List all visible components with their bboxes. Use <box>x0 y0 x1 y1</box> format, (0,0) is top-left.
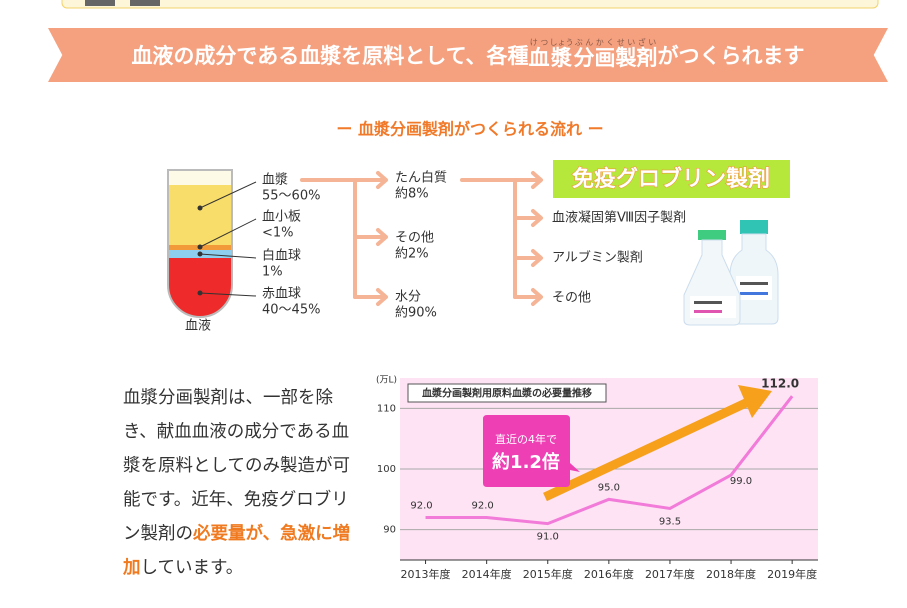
banner: 血液の成分である血漿を原料として、各種 血けつ漿しょう分ぶん画かく製せい剤ざい がつ… <box>48 28 888 82</box>
component-amount: 1% <box>262 265 283 280</box>
emphasis: 必要量が、急激に増加 <box>123 524 351 578</box>
ruby: 分ぶん <box>573 38 595 70</box>
text: 血漿分画製剤は、一部を除き、献血血液の成分である血漿を原料としてのみ製造が可能で… <box>123 388 350 544</box>
chart: 90 100 110 (万L) 血漿分画製剤用原料血漿の必要量推移直近の4年で約1.2倍… <box>376 376 818 581</box>
arrow-head <box>376 288 388 306</box>
tube-outline <box>167 169 233 318</box>
y-tick-label: 100 <box>377 464 396 475</box>
arrow-head <box>531 171 543 189</box>
arrow-head <box>376 171 388 189</box>
arrow-head <box>376 228 388 246</box>
top-icon <box>85 0 115 6</box>
product: 血液凝固第Ⅷ因子製剤 <box>552 210 686 226</box>
product: アルブミン製剤 <box>552 250 643 266</box>
component-amount: <1% <box>262 226 294 241</box>
blood-label: 血液 <box>185 319 211 334</box>
y-tick-label: 90 <box>383 525 396 536</box>
product-main: 免疫グロブリン製剤 <box>572 166 770 192</box>
text: しています。 <box>140 558 244 578</box>
leader <box>199 181 257 209</box>
ruby-text: ざい <box>636 38 658 47</box>
flow-title: ー 血漿分画製剤がつくられる流れ ー <box>336 120 603 139</box>
ruby-text: かく <box>594 38 616 47</box>
ruby-base: 漿 <box>549 46 574 70</box>
ruby: 剤ざい <box>636 38 658 70</box>
component-name: 血小板 <box>262 210 301 225</box>
ruby: 画かく <box>594 38 616 70</box>
arrow-head <box>531 209 543 227</box>
x-tick-label: 2016年度 <box>584 567 634 581</box>
value-label: 95.0 <box>598 482 620 493</box>
ruby-text: ぶん <box>573 38 595 47</box>
value-label: 92.0 <box>472 501 494 512</box>
ruby-text: しょう <box>549 38 574 47</box>
x-tick-label: 2018年度 <box>706 567 756 581</box>
annotation: 直近の4年で <box>495 432 557 446</box>
series-line <box>425 395 794 526</box>
value-label: 93.5 <box>659 516 681 527</box>
ruby: 血けつ <box>528 38 550 70</box>
ruby-text: せい <box>615 38 637 47</box>
annotation-box <box>483 415 580 487</box>
leader <box>199 218 257 248</box>
component-name: 白血球 <box>262 248 301 264</box>
x-tick-label: 2017年度 <box>645 567 695 581</box>
leader <box>199 253 257 259</box>
banner-text: 血液の成分である血漿を原料として、各種 <box>131 44 529 68</box>
bottles <box>683 220 779 326</box>
component-amount: 55〜60% <box>262 189 320 204</box>
plasma-amount: 約90% <box>395 306 437 321</box>
ruby-text: けつ <box>528 38 550 47</box>
plasma-amount: 約2% <box>395 247 429 262</box>
banner-text: がつくられます <box>657 44 805 68</box>
component-name: 血漿 <box>262 173 288 188</box>
value-label: 91.0 <box>537 532 559 543</box>
value-label: 92.0 <box>410 501 432 512</box>
y-tick-label: 110 <box>377 403 396 414</box>
ruby-base: 製 <box>615 46 637 70</box>
trend-arrow-head <box>738 385 772 418</box>
chart-title: 血漿分画製剤用原料血漿の必要量推移 <box>422 387 592 400</box>
ruby-base: 分 <box>573 46 595 70</box>
top-icon <box>130 0 160 6</box>
ruby: 漿しょう <box>549 38 574 70</box>
x-tick-label: 2014年度 <box>462 567 512 581</box>
y-axis-label: (万L) <box>376 376 397 386</box>
plasma-amount: 約8% <box>395 187 429 202</box>
component-amount: 40〜45% <box>262 303 320 318</box>
plasma-name: その他 <box>395 231 434 246</box>
ruby-base: 血 <box>528 46 550 70</box>
ruby-base: 画 <box>594 46 616 70</box>
x-tick-label: 2015年度 <box>523 567 573 581</box>
value-label: 112.0 <box>761 377 799 391</box>
annotation: 約1.2倍 <box>492 451 560 473</box>
plasma-name: たん白質 <box>395 170 447 186</box>
product-highlight <box>553 160 790 198</box>
chart-title-box <box>407 383 607 403</box>
trend-arrow <box>543 397 750 502</box>
arrow-head <box>531 249 543 267</box>
leader <box>199 292 257 297</box>
top-box <box>61 0 879 9</box>
body-text: 血漿分画製剤は、一部を除き、献血血液の成分である血漿を原料としてのみ製造が可能で… <box>123 381 355 585</box>
component-name: 赤血球 <box>262 287 301 302</box>
ruby-base: 剤 <box>636 46 658 70</box>
product: その他 <box>552 291 591 306</box>
ruby: 製せい <box>615 38 637 70</box>
x-tick-label: 2013年度 <box>401 567 451 581</box>
banner-ruby: 血けつ漿しょう分ぶん画かく製せい剤ざい <box>529 38 658 72</box>
x-tick-label: 2019年度 <box>767 567 817 581</box>
plasma-name: 水分 <box>395 290 421 305</box>
value-label: 99.0 <box>730 476 752 487</box>
arrow-head <box>531 288 543 306</box>
